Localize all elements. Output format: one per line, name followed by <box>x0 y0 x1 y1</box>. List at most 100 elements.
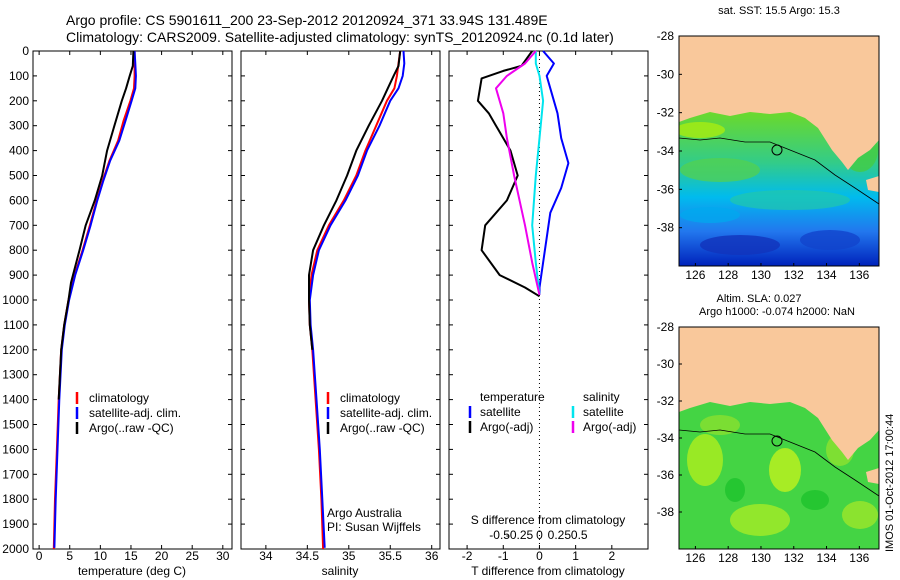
sst-map-ticks: 126 128 130 132 134 136 -28 -30 -32 -34 -36 -38 <box>657 29 870 282</box>
y-tick-label: 1800 <box>2 492 29 506</box>
y-tick-label: 1900 <box>2 517 29 531</box>
map-x-tick-label: 134 <box>817 551 837 565</box>
x-tick-label: 0 <box>536 549 543 563</box>
map-y-tick-label: -36 <box>657 182 675 196</box>
legend-title-temperature: temperature <box>480 390 545 404</box>
y-tick-label: 1300 <box>2 368 29 382</box>
map-y-tick-label: -28 <box>657 320 675 334</box>
sla-map-subtitle: Argo h1000: -0.074 h2000: NaN <box>699 306 855 318</box>
sla-argo-marker <box>771 435 783 447</box>
salinity-lines <box>308 50 406 550</box>
series-salinity-satellite <box>531 51 545 296</box>
sst-land-patch <box>866 176 879 192</box>
difference-lines <box>476 50 570 298</box>
y-tick-label: 1600 <box>2 442 29 456</box>
sla-map-title: Altim. SLA: 0.027 <box>717 293 802 305</box>
x-tick-label: -2 <box>462 549 473 563</box>
sst-map-title: sat. SST: 15.5 Argo: 15.3 <box>718 5 840 17</box>
imos-stamp: IMOS 01-Oct-2012 17:00:44 <box>884 414 896 552</box>
temperature-legend: climatology satellite-adj. clim. Argo(..… <box>75 391 181 435</box>
sla-land <box>679 327 879 460</box>
difference-legend: temperature salinity satellite Argo(-adj… <box>468 390 636 434</box>
x-tick-label: 2 <box>608 549 615 563</box>
map-x-tick-label: 128 <box>718 268 738 282</box>
s-tick-label: -0.5 <box>489 528 510 542</box>
map-x-tick-label: 130 <box>751 551 771 565</box>
salinity-ticks: 34 34.5 35 35.5 36 <box>241 50 440 563</box>
salinity-axes <box>240 50 441 550</box>
sla-map: Altim. SLA: 0.027 Argo h1000: -0.074 h20… <box>657 293 880 565</box>
salinity-legend: climatology satellite-adj. clim. Argo(..… <box>326 391 432 435</box>
y-tick-label: 800 <box>9 243 29 257</box>
sla-texture <box>687 415 878 536</box>
difference-xlabel: T difference from climatology <box>471 564 625 578</box>
series-temperature-satellite <box>538 50 570 295</box>
y-tick-label: 500 <box>9 169 29 183</box>
y-tick-label: 1700 <box>2 467 29 481</box>
y-tick-label: 200 <box>9 94 29 108</box>
sla-land-patch <box>866 468 879 484</box>
map-y-tick-label: -32 <box>657 394 675 408</box>
map-x-tick-label: 136 <box>849 268 869 282</box>
map-y-tick-label: -34 <box>657 144 675 158</box>
map-x-tick-label: 136 <box>849 551 869 565</box>
difference-xlabel-top: S difference from climatology <box>471 513 626 527</box>
x-tick-label: 35.5 <box>379 549 403 563</box>
sst-land <box>679 36 879 170</box>
x-tick-label: 30 <box>216 549 230 563</box>
x-tick-label: 20 <box>155 549 169 563</box>
map-y-tick-label: -28 <box>657 29 675 43</box>
y-tick-label: 2000 <box>2 542 29 556</box>
x-tick-label: -1 <box>498 549 509 563</box>
legend-t-argo: Argo(-adj) <box>480 420 533 434</box>
temperature-ticks: 0100200300400500600700800900100011001200… <box>2 44 232 563</box>
map-x-tick-label: 132 <box>784 551 804 565</box>
salinity-xlabel: salinity <box>322 564 359 578</box>
x-tick-label: 34.5 <box>296 549 320 563</box>
difference-axes <box>448 50 649 550</box>
s-tick-label: 0.5 <box>571 528 588 542</box>
x-tick-label: 10 <box>94 549 108 563</box>
map-x-tick-label: 130 <box>751 268 771 282</box>
series-satellite-adj-clim <box>308 50 406 548</box>
y-tick-label: 1100 <box>3 318 29 332</box>
x-tick-label: 15 <box>124 549 138 563</box>
map-x-tick-label: 132 <box>784 268 804 282</box>
map-y-tick-label: -38 <box>657 221 675 235</box>
x-tick-label: 1 <box>572 549 579 563</box>
salinity-panel: 34 34.5 35 35.5 36 salinity climatology sate… <box>240 50 441 578</box>
x-tick-label: 34 <box>259 549 273 563</box>
series-argo-raw-qc <box>57 50 135 400</box>
sst-argo-marker <box>771 144 783 156</box>
sst-map: sat. SST: 15.5 Argo: 15.3 126 128 130 132 13… <box>657 5 880 282</box>
x-tick-label: 25 <box>186 549 200 563</box>
sla-depth-contour <box>679 429 879 497</box>
legend-s-argo: Argo(-adj) <box>583 420 636 434</box>
sst-texture <box>679 122 878 255</box>
temperature-lines <box>52 50 137 550</box>
series-argo-raw-qc <box>308 50 402 350</box>
salinity-legend-climatology: climatology <box>340 391 400 405</box>
x-tick-label: 35 <box>342 549 356 563</box>
y-tick-label: 1500 <box>2 418 29 432</box>
temperature-legend-climatology: climatology <box>89 391 149 405</box>
header-line-2: Climatology: CARS2009. Satellite-adjuste… <box>66 29 614 45</box>
y-tick-label: 1400 <box>2 393 29 407</box>
temperature-legend-argo: Argo(..raw -QC) <box>89 421 174 435</box>
temperature-panel: 0100200300400500600700800900100011001200… <box>2 44 233 578</box>
figure-header: Argo profile: CS 5901611_200 23-Sep-2012… <box>66 12 666 46</box>
map-y-tick-label: -30 <box>657 67 675 81</box>
legend-title-salinity: salinity <box>583 390 620 404</box>
y-tick-label: 100 <box>9 69 29 83</box>
x-tick-label: 0 <box>36 549 43 563</box>
annotation-pi: PI: Susan Wijffels <box>327 520 421 534</box>
map-y-tick-label: -30 <box>657 357 675 371</box>
map-x-tick-label: 126 <box>685 551 705 565</box>
map-y-tick-label: -34 <box>657 431 675 445</box>
y-tick-label: 0 <box>22 44 29 58</box>
y-tick-label: 600 <box>9 193 29 207</box>
temperature-xlabel: temperature (deg C) <box>78 564 186 578</box>
annotation-argo-australia: Argo Australia <box>327 506 402 520</box>
